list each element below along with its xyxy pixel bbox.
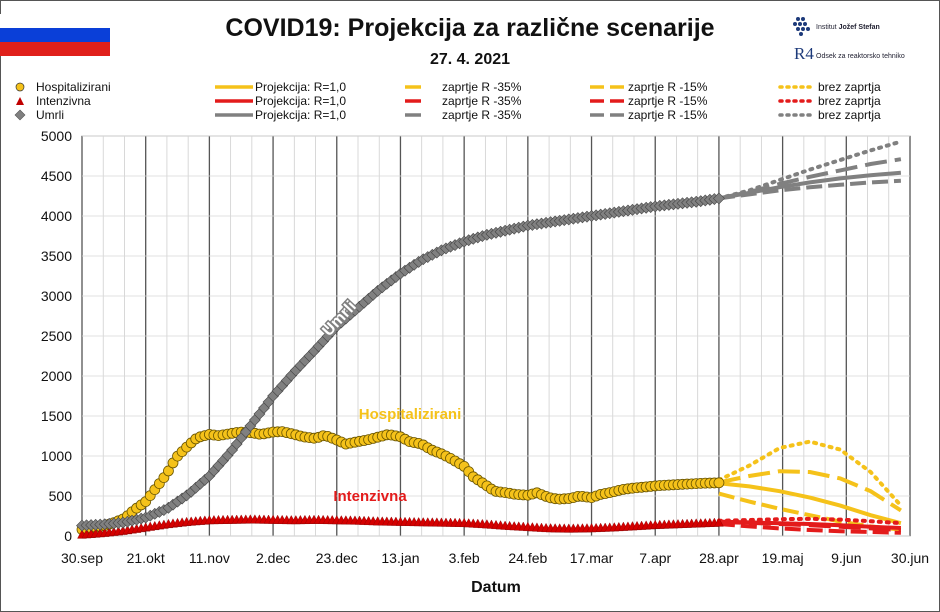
legend-label-projection: Projekcija: R=1,0 — [255, 108, 346, 122]
series-umrli — [76, 192, 725, 532]
x-tick-label: 3.feb — [449, 550, 480, 566]
y-tick-label: 3000 — [41, 288, 72, 304]
y-tick-label: 5000 — [41, 128, 72, 144]
series-intenzivna — [77, 514, 724, 539]
legend-label-35: zaprtje R -35% — [442, 94, 522, 108]
r4-mark: R4 — [794, 44, 814, 63]
data-point — [713, 477, 725, 489]
y-tick-label: 0 — [64, 528, 72, 544]
ijs-logo: Institut Jožef Stefan — [792, 16, 932, 38]
legend-label-15: zaprtje R -15% — [628, 108, 708, 122]
x-tick-label: 23.dec — [316, 550, 358, 566]
chart-title: COVID19: Projekcija za različne scenarij… — [225, 14, 715, 42]
x-tick-label: 21.okt — [127, 550, 165, 566]
y-tick-label: 2000 — [41, 368, 72, 384]
projection-intenzivna-brez-zaprtja — [716, 516, 903, 526]
data-point — [163, 465, 174, 477]
legend-marker-umrli — [14, 109, 26, 121]
x-tick-label: 2.dec — [256, 550, 290, 566]
x-tick-label: 17.mar — [570, 550, 614, 566]
legend: Hospitalizirani Projekcija: R=1,0 zaprtje … — [14, 80, 881, 122]
ijs-logo-text: Institut Jožef Stefan — [816, 24, 880, 31]
projection-umrli-zaprtje-r-35- — [718, 178, 902, 201]
projection-hospitalizirani-projekcija-r-1-0 — [718, 481, 902, 526]
legend-label-none: brez zaprtja — [818, 108, 881, 122]
legend-label-35: zaprtje R -35% — [442, 80, 522, 94]
reactor-dept-text: Odsek za reaktorsko tehniko — [816, 53, 905, 60]
legend-label-15: zaprtje R -15% — [628, 94, 708, 108]
legend-label-15: zaprtje R -15% — [628, 80, 708, 94]
y-tick-label: 2500 — [41, 328, 72, 344]
legend-label-projection: Projekcija: R=1,0 — [255, 80, 346, 94]
y-tick-label: 4000 — [41, 208, 72, 224]
series-hospitalizirani — [76, 426, 725, 535]
legend-label-none: brez zaprtja — [818, 94, 881, 108]
legend-label-none: brez zaprtja — [818, 80, 881, 94]
annotation-intenzivna: Intenzivna — [333, 488, 407, 505]
legend-label-hospitalizirani: Hospitalizirani — [36, 80, 111, 94]
x-tick-label: 9.jun — [831, 550, 861, 566]
y-tick-label: 1500 — [41, 408, 72, 424]
annotation-hospitalizirani: Hospitalizirani — [359, 406, 462, 423]
x-tick-label: 30.jun — [891, 550, 929, 566]
projection-intenzivna-zaprtje-r-15- — [718, 520, 902, 532]
projection-intenzivna-zaprtje-r-35- — [718, 522, 901, 535]
x-tick-label: 28.apr — [699, 550, 739, 566]
legend-marker-intenzivna — [16, 97, 24, 105]
legend-label-35: zaprtje R -35% — [442, 108, 522, 122]
legend-label-projection: Projekcija: R=1,0 — [255, 94, 346, 108]
legend-marker-hospitalizirani — [15, 82, 25, 92]
projection-hospitalizirani-zaprtje-r-15- — [718, 469, 902, 513]
chart-date: 27. 4. 2021 — [429, 51, 511, 68]
y-tick-label: 4500 — [41, 168, 72, 184]
data-point — [712, 192, 725, 205]
slovenian-flag-icon — [0, 14, 110, 56]
x-axis-label: Datum — [471, 579, 521, 596]
y-tick-label: 1000 — [41, 448, 72, 464]
x-tick-label: 19.maj — [762, 550, 804, 566]
legend-label-intenzivna: Intenzivna — [36, 94, 91, 108]
y-tick-label: 500 — [49, 488, 73, 504]
legend-label-umrli: Umrli — [36, 108, 64, 122]
y-tick-label: 3500 — [41, 248, 72, 264]
x-tick-label: 30.sep — [61, 550, 103, 566]
x-tick-label: 7.apr — [639, 550, 671, 566]
data-point — [714, 517, 724, 527]
projection-umrli-brez-zaprtja — [716, 139, 903, 201]
x-tick-label: 24.feb — [508, 550, 547, 566]
reactor-dept-logo: R4 Odsek za reaktorsko tehniko — [792, 44, 932, 66]
x-tick-label: 13.jan — [381, 550, 419, 566]
ijs-dots-icon — [793, 17, 810, 36]
x-tick-label: 11.nov — [189, 550, 230, 566]
projection-hospitalizirani-brez-zaprtja — [716, 439, 903, 508]
